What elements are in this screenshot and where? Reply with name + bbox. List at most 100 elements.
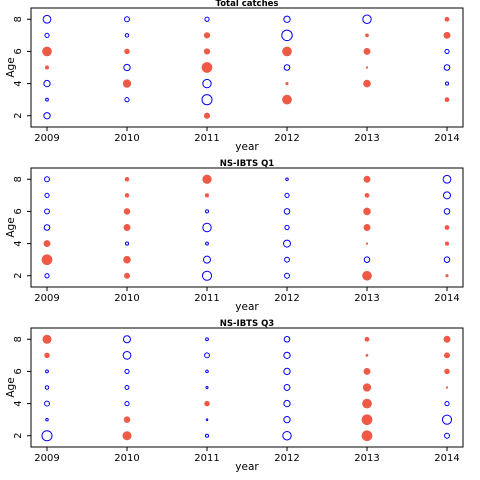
bubble-positive-2014-age7 xyxy=(443,31,451,39)
bubble-negative-2012-age5 xyxy=(284,224,290,231)
bubble-positive-2013-age6 xyxy=(363,47,371,55)
chart-title: NS-IBTS Q1 xyxy=(220,159,275,169)
bubble-positive-2014-age2 xyxy=(445,274,449,278)
bubble-positive-2014-age5 xyxy=(444,225,450,230)
bubble-positive-2014-age5 xyxy=(445,386,449,389)
chart-panel-3: NS-IBTS Q3 2009 2010 2011 2012 2013 2014 2 4 6 8 ye… xyxy=(5,319,464,473)
x-tick-label: 2013 xyxy=(354,133,379,144)
y-tick-label: 4 xyxy=(13,400,24,406)
x-axis-label: year xyxy=(235,461,259,473)
y-tick-label: 4 xyxy=(13,80,24,86)
y-tick-label: 2 xyxy=(13,433,24,439)
x-tick-label: 2011 xyxy=(194,133,219,144)
bubble-negative-2014-age2 xyxy=(444,432,450,439)
bubble-positive-2011-age7 xyxy=(203,32,211,39)
y-tick-label: 6 xyxy=(13,48,24,54)
x-tick-label: 2009 xyxy=(34,453,59,464)
y-tick-label: 8 xyxy=(13,176,24,182)
bubble-negative-2009-age3 xyxy=(45,97,49,102)
bubble-negative-2011-age3 xyxy=(201,94,213,106)
plot-frame xyxy=(30,327,464,448)
x-tick-label: 2014 xyxy=(434,293,459,304)
bubble-negative-2010-age5 xyxy=(123,63,131,72)
bubble-negative-2011-age2 xyxy=(201,270,213,281)
bubble-positive-2010-age3 xyxy=(123,416,131,423)
bubble-positive-2010-age8 xyxy=(124,176,130,182)
bubble-negative-2011-age4 xyxy=(202,78,212,89)
x-axis-label: year xyxy=(235,141,259,153)
chart-panel-1: Total catches 2009 2010 2011 2012 2013 2014 2 4 6… xyxy=(5,0,464,153)
chart-title: Total catches xyxy=(216,0,279,9)
bubble-negative-2014-age6 xyxy=(443,208,451,215)
bubble-positive-2010-age6 xyxy=(124,48,130,55)
bubble-negative-2011-age4 xyxy=(205,241,209,246)
bubble-negative-2014-age4 xyxy=(444,81,450,86)
bubble-positive-2011-age2 xyxy=(203,112,211,119)
bubble-negative-2012-age8 xyxy=(285,177,289,182)
chart-panel-2: NS-IBTS Q1 2009 2010 2011 2012 2013 2014 2 4 6 8 ye… xyxy=(5,159,464,313)
bubble-positive-2009-age7 xyxy=(44,352,50,359)
bubble-positive-2013-age7 xyxy=(365,33,369,38)
y-axis-label: Age xyxy=(5,377,17,397)
bubble-negative-2013-age3 xyxy=(363,256,371,263)
bubble-positive-2010-age5 xyxy=(123,224,131,231)
bubble-positive-2013-age6 xyxy=(363,207,371,216)
bubble-negative-2012-age4 xyxy=(283,399,291,408)
x-axis-label: year xyxy=(235,301,259,313)
x-tick-label: 2014 xyxy=(434,453,459,464)
bubble-positive-2009-age8 xyxy=(42,334,52,344)
bubble-positive-2011-age4 xyxy=(204,400,210,407)
bubble-negative-2012-age8 xyxy=(283,15,291,23)
bubble-positive-2010-age2 xyxy=(124,272,130,279)
bubble-positive-2010-age4 xyxy=(122,79,132,88)
bubble-positive-2013-age4 xyxy=(363,79,371,88)
x-tick-label: 2014 xyxy=(434,133,459,144)
bubble-positive-2011-age7 xyxy=(204,193,210,198)
bubble-positive-2014-age8 xyxy=(444,16,450,22)
bubble-negative-2012-age2 xyxy=(284,272,290,279)
bubble-negative-2012-age5 xyxy=(283,384,291,391)
bubble-negative-2011-age6 xyxy=(205,369,209,374)
bubble-negative-2014-age4 xyxy=(444,400,450,407)
bubble-positive-2013-age4 xyxy=(362,398,372,409)
bubble-negative-2009-age7 xyxy=(44,192,50,198)
bubble-negative-2009-age7 xyxy=(44,32,50,38)
bubble-negative-2014-age5 xyxy=(443,64,451,71)
chart-title: NS-IBTS Q3 xyxy=(220,319,275,329)
y-tick-label: 2 xyxy=(13,113,24,119)
bubble-positive-2009-age5 xyxy=(44,65,50,70)
bubble-positive-2013-age8 xyxy=(363,175,371,183)
bubble-negative-2012-age5 xyxy=(283,64,291,71)
bubble-negative-2012-age6 xyxy=(283,367,291,376)
bubble-negative-2012-age2 xyxy=(282,431,292,441)
bubble-negative-2012-age6 xyxy=(283,208,291,215)
bubble-positive-2011-age8 xyxy=(202,174,212,184)
x-tick-label: 2013 xyxy=(354,453,379,464)
bubble-negative-2012-age4 xyxy=(283,239,291,248)
bubble-negative-2011-age6 xyxy=(204,209,210,214)
y-tick-label: 6 xyxy=(13,208,24,214)
x-tick-label: 2010 xyxy=(114,293,139,304)
bubble-negative-2011-age5 xyxy=(205,385,209,390)
bubble-negative-2012-age3 xyxy=(284,256,290,263)
plot-frame xyxy=(30,167,464,288)
bubble-negative-2014-age7 xyxy=(443,191,451,200)
bubble-positive-2014-age7 xyxy=(444,352,450,359)
bubble-negative-2011-age2 xyxy=(204,433,210,438)
bubble-negative-2009-age6 xyxy=(45,369,49,374)
bubble-negative-2011-age3 xyxy=(205,418,209,421)
y-tick-label: 2 xyxy=(13,273,24,279)
bubble-negative-2010-age7 xyxy=(124,33,130,38)
bubble-negative-2009-age8 xyxy=(42,14,52,24)
x-tick-label: 2009 xyxy=(34,293,59,304)
bubble-positive-2013-age5 xyxy=(362,383,372,392)
bubble-positive-2014-age3 xyxy=(444,97,450,103)
bubble-negative-2010-age4 xyxy=(124,400,130,407)
bubble-positive-2013-age7 xyxy=(364,192,370,198)
x-tick-label: 2012 xyxy=(274,293,299,304)
plot-frame xyxy=(30,7,464,128)
bubble-negative-2014-age3 xyxy=(441,414,453,425)
bubble-negative-2012-age8 xyxy=(283,335,291,343)
x-tick-label: 2010 xyxy=(114,133,139,144)
